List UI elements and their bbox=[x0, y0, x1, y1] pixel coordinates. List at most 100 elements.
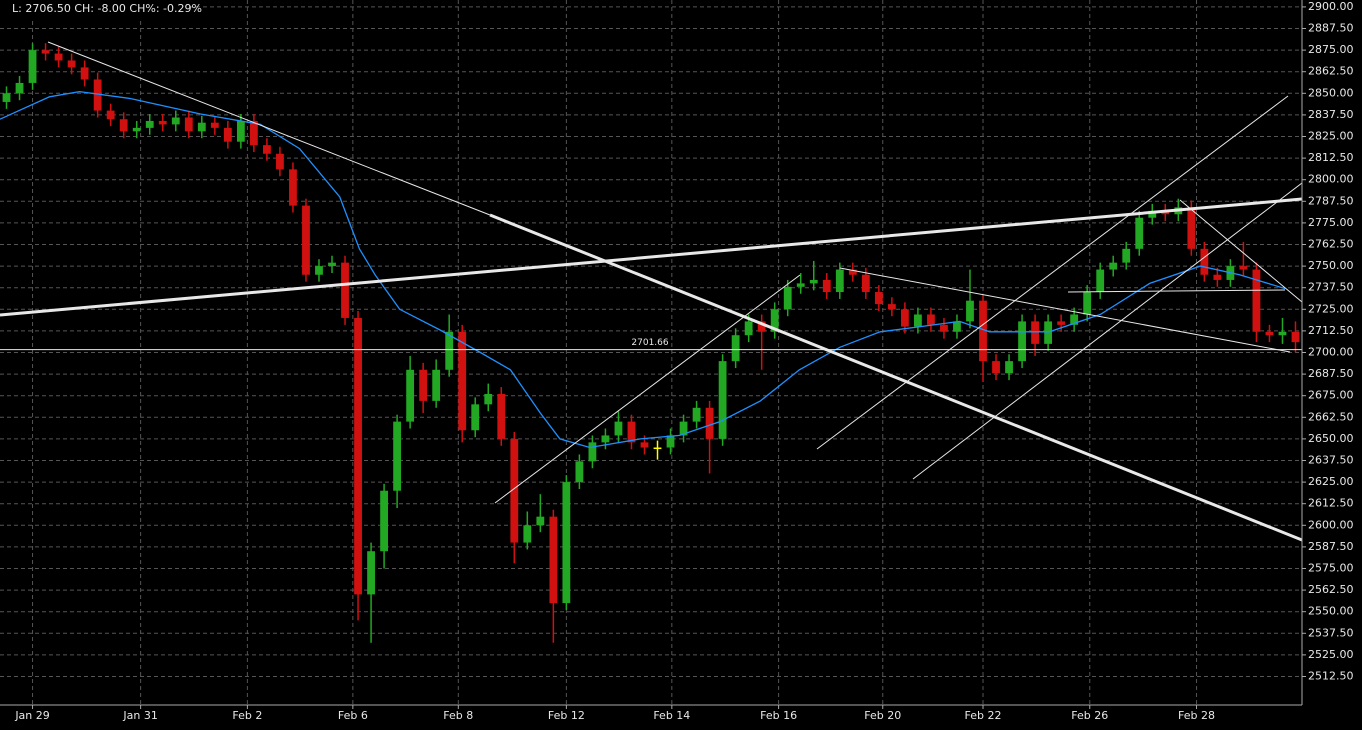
candle-body bbox=[1187, 207, 1196, 249]
candle-body bbox=[770, 309, 779, 332]
candle-body bbox=[432, 369, 441, 401]
y-tick-label: 2600.00 bbox=[1308, 518, 1354, 531]
candle-body bbox=[1083, 292, 1092, 315]
candle-body bbox=[289, 169, 297, 206]
y-tick-label: 2550.00 bbox=[1308, 605, 1354, 618]
y-tick-label: 2662.50 bbox=[1308, 410, 1354, 423]
candle-body bbox=[927, 314, 935, 325]
y-tick-label: 2800.00 bbox=[1308, 173, 1354, 186]
candle-body bbox=[523, 525, 532, 543]
candle-body bbox=[1070, 314, 1079, 325]
candle-body bbox=[28, 50, 37, 83]
y-tick-label: 2750.00 bbox=[1308, 259, 1354, 272]
candle-body bbox=[41, 50, 50, 54]
candle-body bbox=[1122, 248, 1131, 263]
candle-body bbox=[132, 127, 141, 132]
candle-body bbox=[80, 67, 89, 80]
candle-body bbox=[15, 82, 24, 94]
candle-body bbox=[145, 120, 154, 128]
candle-body bbox=[510, 438, 519, 543]
candle-body bbox=[992, 361, 1000, 374]
candle-body bbox=[705, 407, 714, 439]
candle-body bbox=[731, 335, 740, 362]
candle-body bbox=[484, 393, 493, 405]
candle-body bbox=[1239, 266, 1248, 270]
trend-line bbox=[912, 182, 1303, 480]
candle-body bbox=[835, 269, 844, 293]
trend-line bbox=[839, 267, 1291, 353]
trend-line bbox=[489, 213, 1303, 542]
candle-body bbox=[627, 421, 636, 443]
y-tick-label: 2762.50 bbox=[1308, 238, 1354, 251]
candle-body bbox=[653, 447, 662, 450]
info-text: L: 2706.50 CH: -8.00 CH%: -0.29% bbox=[12, 2, 202, 15]
candle-body bbox=[197, 122, 206, 132]
candle-body bbox=[666, 435, 675, 448]
candle-body bbox=[575, 461, 584, 483]
candle-body bbox=[1096, 269, 1105, 293]
candle-body bbox=[2, 93, 11, 102]
y-tick-label: 2725.00 bbox=[1308, 302, 1354, 315]
candle-body bbox=[119, 119, 128, 132]
candle-body bbox=[1057, 321, 1066, 325]
y-tick-label: 2562.50 bbox=[1308, 583, 1354, 596]
candle-body bbox=[796, 283, 805, 287]
candle-body bbox=[406, 369, 415, 422]
y-tick-label: 2775.00 bbox=[1308, 216, 1354, 229]
candle-body bbox=[692, 407, 701, 422]
y-tick-label: 2575.00 bbox=[1308, 561, 1354, 574]
candle-body bbox=[757, 321, 766, 332]
candle-body bbox=[809, 279, 818, 284]
candle-body bbox=[783, 286, 792, 310]
x-tick-label: Feb 8 bbox=[443, 709, 473, 722]
candle-body bbox=[718, 361, 727, 439]
candle-body bbox=[380, 490, 388, 552]
candle-body bbox=[54, 53, 63, 61]
candle-body bbox=[588, 442, 597, 462]
level-label: 2701.66 bbox=[631, 338, 668, 348]
candle-body bbox=[679, 421, 688, 436]
candle-body bbox=[497, 393, 506, 439]
candle-body bbox=[601, 435, 610, 443]
candle-body bbox=[1291, 331, 1300, 343]
candle-body bbox=[966, 300, 974, 322]
trend-line bbox=[0, 197, 1303, 317]
candle-body bbox=[249, 120, 258, 146]
x-tick-label: Feb 12 bbox=[548, 709, 585, 722]
candle-body bbox=[614, 421, 623, 436]
candle-body bbox=[1135, 217, 1144, 249]
x-tick-label: Feb 28 bbox=[1178, 709, 1215, 722]
candle-body bbox=[562, 482, 571, 604]
y-tick-label: 2712.50 bbox=[1308, 324, 1354, 337]
candle-body bbox=[953, 321, 961, 332]
candle-body bbox=[471, 404, 480, 431]
candle-body bbox=[1278, 331, 1287, 336]
candle-body bbox=[302, 205, 310, 275]
x-tick-label: Feb 2 bbox=[232, 709, 262, 722]
candle-body bbox=[236, 120, 245, 142]
y-tick-label: 2612.50 bbox=[1308, 497, 1354, 510]
candle-body bbox=[93, 79, 102, 111]
y-tick-label: 2650.00 bbox=[1308, 432, 1354, 445]
candle-body bbox=[874, 292, 883, 305]
y-tick-label: 2837.50 bbox=[1308, 108, 1354, 121]
x-tick-label: Feb 16 bbox=[760, 709, 797, 722]
candle-body bbox=[1018, 321, 1026, 362]
trend-line bbox=[816, 95, 1289, 450]
y-tick-label: 2537.50 bbox=[1308, 626, 1354, 639]
y-tick-label: 2875.00 bbox=[1308, 43, 1354, 56]
y-tick-label: 2850.00 bbox=[1308, 86, 1354, 99]
x-tick-label: Jan 31 bbox=[122, 709, 157, 722]
trend-lines bbox=[0, 41, 1303, 542]
y-tick-label: 2625.00 bbox=[1308, 475, 1354, 488]
candle-body bbox=[536, 516, 545, 526]
candle-body bbox=[1213, 274, 1222, 280]
trend-line bbox=[47, 41, 491, 216]
trend-line bbox=[494, 274, 801, 504]
candle-body bbox=[744, 321, 753, 336]
x-tick-label: Feb 22 bbox=[965, 709, 1002, 722]
y-tick-label: 2787.50 bbox=[1308, 194, 1354, 207]
